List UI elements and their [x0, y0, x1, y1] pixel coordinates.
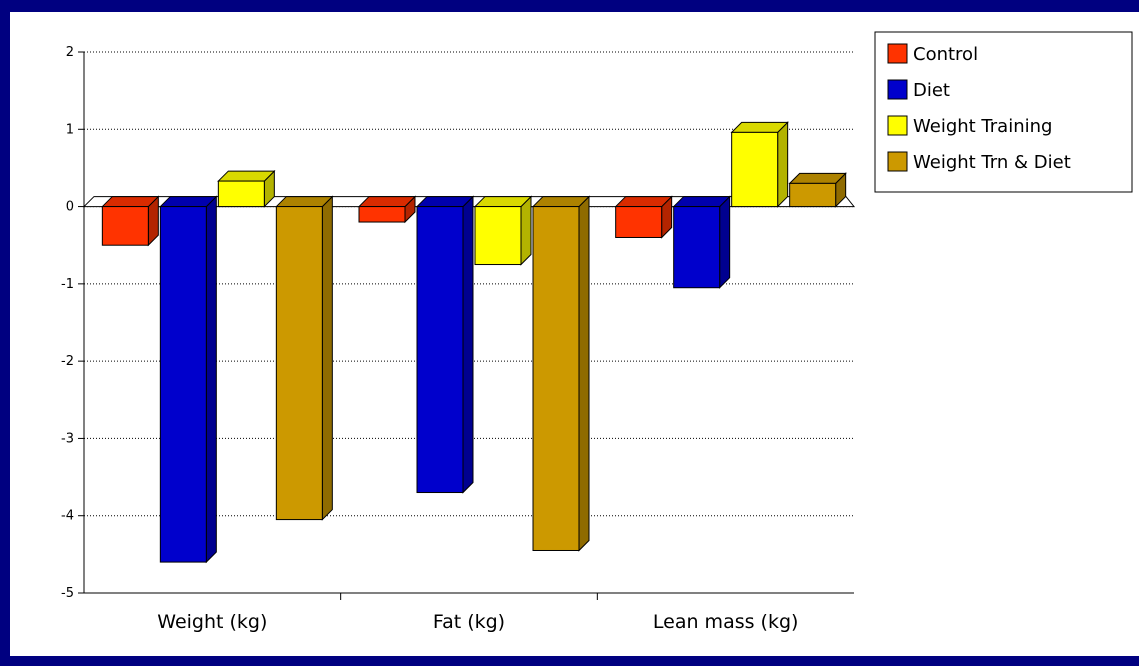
legend-label: Weight Training	[913, 116, 1052, 137]
bar-diet-fat-kg	[415, 195, 475, 494]
bar-chart: 2 1 0 -1 -2 -3 -4 -5 Weight (kg) Fat (kg) Lean ma…	[61, 31, 1133, 633]
legend-swatch	[887, 43, 908, 64]
y-tick-label: 1	[66, 122, 74, 137]
legend-label: Control	[913, 44, 978, 65]
legend-label: Weight Trn & Diet	[913, 152, 1071, 173]
category-labels: Weight (kg) Fat (kg) Lean mass (kg)	[157, 611, 798, 633]
bar-control-lean-mass-kg	[614, 195, 673, 239]
bar-weight-trn-diet-fat-kg	[531, 195, 591, 552]
legend-label: Diet	[913, 80, 950, 101]
y-tick-label: -2	[61, 354, 74, 369]
y-tick-labels: 2 1 0 -1 -2 -3 -4 -5	[61, 45, 74, 601]
bar-control-fat-kg	[357, 195, 417, 224]
legend-swatch	[887, 115, 908, 136]
bar-weight-trn-diet-lean-mass-kg	[788, 172, 847, 208]
legend-box	[874, 31, 1133, 193]
y-tick-label: -5	[61, 586, 74, 601]
bar-diet-lean-mass-kg	[672, 195, 731, 289]
y-tick-label: -1	[61, 277, 74, 292]
legend-swatch	[887, 151, 908, 172]
y-tick-label: 2	[66, 45, 74, 60]
bar-weight-trn-diet-weight-kg	[275, 195, 334, 521]
bar-weight-training-lean-mass-kg	[730, 121, 789, 208]
chart-panel: 2 1 0 -1 -2 -3 -4 -5 Weight (kg) Fat (kg) Lean ma…	[10, 12, 1139, 656]
bar-weight-training-fat-kg	[473, 195, 533, 266]
bar-weight-training-weight-kg	[217, 169, 276, 208]
bar-diet-weight-kg	[159, 195, 218, 564]
y-tick-label: -4	[61, 509, 74, 524]
y-tick-label: 0	[66, 200, 74, 215]
axes	[78, 51, 854, 600]
category-label: Weight (kg)	[157, 611, 267, 633]
legend: Control Diet Weight Training Weight Trn & D…	[874, 31, 1133, 193]
category-label: Lean mass (kg)	[653, 611, 799, 633]
bar-control-weight-kg	[101, 195, 160, 247]
category-label: Fat (kg)	[433, 611, 505, 633]
legend-swatch	[887, 79, 908, 100]
y-tick-label: -3	[61, 431, 74, 446]
bars	[101, 121, 847, 564]
